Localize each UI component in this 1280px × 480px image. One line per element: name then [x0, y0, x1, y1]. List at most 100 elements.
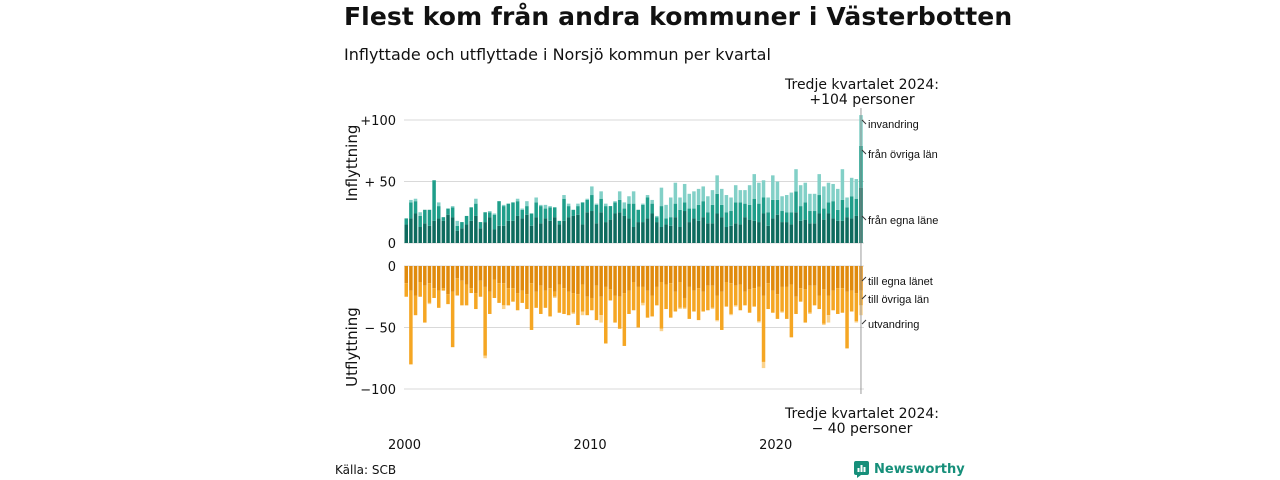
outflow-bar-segment: [636, 286, 640, 328]
series-label-outflow: till egna länet: [868, 276, 933, 288]
inflow-bar-segment: [488, 211, 492, 213]
inflow-bar-segment: [539, 204, 543, 207]
series-label-inflow: från egna läne: [868, 215, 938, 227]
inflow-bar-segment: [761, 213, 766, 243]
outflow-bar-segment: [594, 266, 599, 286]
outflow-bar-segment: [474, 266, 478, 294]
outflow-bar-segment: [682, 307, 687, 310]
inflow-bar-segment: [562, 195, 566, 199]
outflow-bar-segment: [506, 266, 511, 289]
outflow-bar-segment: [525, 294, 529, 310]
outflow-bar-segment: [673, 291, 678, 312]
inflow-bar-segment: [720, 217, 724, 243]
x-tick-label: 2010: [574, 438, 607, 453]
inflow-bar-segment: [413, 213, 418, 243]
inflow-bar-segment: [655, 215, 659, 218]
outflow-bar-segment: [622, 266, 627, 294]
inflow-bar-segment: [450, 206, 455, 208]
outflow-bar-segment: [645, 266, 650, 291]
outflow-bar-segment: [840, 266, 845, 289]
inflow-bar-segment: [831, 218, 835, 243]
inflow-bar-segment: [585, 212, 589, 243]
outflow-bar-segment: [650, 295, 654, 317]
inflow-bar-segment: [599, 198, 603, 213]
outflow-bar-segment: [757, 266, 761, 287]
inflow-bar-segment: [780, 211, 784, 223]
outflow-bar-segment: [766, 283, 770, 310]
outflow-bar-segment: [747, 266, 752, 290]
annotation-top-line1: Tredje kvartalet 2024:: [784, 77, 939, 93]
outflow-bar-segment: [515, 293, 520, 311]
inflow-bar-segment: [497, 225, 501, 243]
inflow-bar-segment: [636, 222, 640, 243]
inflow-bar-segment: [599, 191, 603, 199]
outflow-bar-segment: [687, 286, 692, 319]
inflow-bar-segment: [488, 217, 492, 243]
inflow-bar-segment: [655, 222, 659, 243]
inflow-bar-segment: [798, 206, 803, 221]
inflow-bar-segment: [492, 213, 497, 215]
outflow-bar-segment: [613, 295, 617, 323]
outflow-bar-segment: [747, 289, 752, 313]
inflow-bar-segment: [617, 191, 622, 200]
inflow-bar-segment: [418, 212, 422, 216]
inflow-bar-segment: [678, 197, 682, 210]
inflow-bar-segment: [645, 197, 650, 219]
inflow-bar-segment: [794, 169, 798, 192]
inflow-bar-segment: [692, 208, 696, 219]
outflow-bar-segment: [738, 284, 743, 311]
outflow-bar-segment: [775, 294, 780, 319]
outflow-bar-segment: [696, 288, 701, 321]
inflow-bar-segment: [441, 220, 446, 243]
inflow-bar-segment: [594, 203, 599, 205]
inflow-bar-segment: [831, 183, 835, 202]
outflow-bar-segment: [478, 280, 483, 297]
outflow-bar-segment: [854, 266, 859, 294]
outflow-bar-segment: [427, 266, 432, 284]
outflow-bar-segment: [436, 266, 441, 291]
inflow-bar-segment: [543, 208, 548, 219]
inflow-bar-segment: [710, 204, 715, 224]
inflow-bar-segment: [566, 206, 571, 218]
inflow-bar-segment: [659, 206, 664, 228]
outflow-bar-segment: [460, 266, 464, 281]
inflow-bar-segment: [631, 191, 636, 204]
outflow-bar-segment: [710, 307, 715, 310]
inflow-bar-segment: [794, 212, 798, 243]
inflow-bar-segment: [576, 203, 580, 207]
series-label-leader: [861, 149, 867, 155]
inflow-bar-segment: [655, 217, 659, 223]
outflow-bar-segment: [641, 286, 645, 303]
outflow-bar-segment: [604, 286, 608, 344]
outflow-bar-segment: [404, 283, 408, 297]
inflow-bar-segment: [548, 206, 552, 208]
inflow-bar-segment: [483, 222, 487, 243]
outflow-bar-segment: [557, 266, 562, 285]
inflow-bar-segment: [729, 211, 733, 226]
inflow-bar-segment: [585, 198, 589, 200]
outflow-bar-segment: [543, 266, 548, 291]
inflow-bar-segment: [659, 227, 664, 243]
outflow-bar-segment: [687, 266, 692, 287]
outflow-bar-segment: [752, 288, 756, 307]
inflow-bar-segment: [515, 198, 520, 202]
outflow-bar-segment: [682, 297, 687, 308]
series-label-leader: [861, 319, 867, 325]
inflow-bar-segment: [710, 223, 715, 243]
inflow-bar-segment: [627, 203, 631, 219]
outflow-bar-segment: [529, 266, 534, 284]
outflow-bar-segment: [631, 266, 636, 282]
inflow-bar-segment: [836, 188, 840, 210]
outflow-bar-segment: [631, 281, 636, 311]
outflow-bar-segment: [441, 288, 446, 291]
inflow-bar-segment: [720, 204, 724, 218]
outflow-bar-segment: [590, 266, 594, 298]
inflow-bar-segment: [552, 207, 557, 218]
outflow-bar-segment: [604, 266, 608, 287]
outflow-bar-segment: [780, 266, 784, 287]
inflow-bar-segment: [539, 223, 543, 243]
outflow-bar-segment: [659, 328, 664, 332]
outflow-bar-segment: [826, 295, 831, 316]
inflow-bar-segment: [849, 196, 854, 219]
series-label-leader: [861, 294, 867, 300]
